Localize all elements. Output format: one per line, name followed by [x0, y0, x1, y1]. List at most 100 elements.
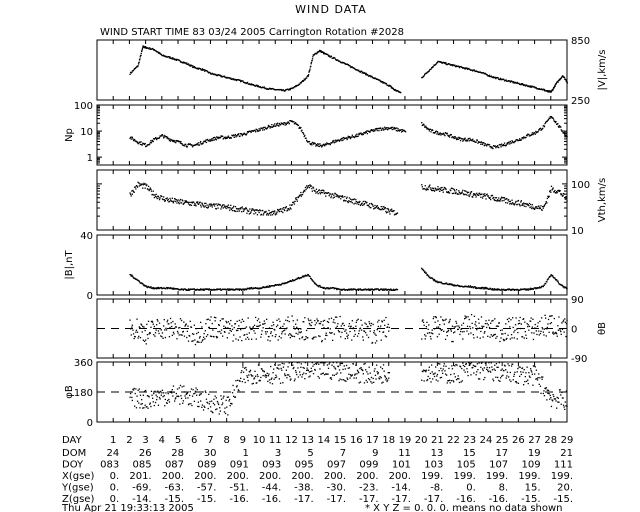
data-point [449, 318, 451, 321]
data-point [352, 327, 354, 330]
data-point [488, 367, 491, 369]
data-point [219, 410, 221, 412]
data-point [139, 58, 141, 60]
data-point [262, 287, 264, 289]
data-point [558, 316, 560, 318]
data-point [293, 366, 295, 369]
data-point [130, 392, 132, 395]
data-point [246, 131, 249, 133]
data-point [385, 212, 388, 214]
data-point [366, 201, 368, 204]
data-point [330, 196, 332, 199]
data-point [213, 336, 215, 338]
table-cell: 17 [495, 448, 508, 459]
data-point [526, 203, 528, 205]
data-point [453, 285, 455, 287]
data-point [309, 324, 311, 326]
data-point [154, 196, 157, 198]
data-point [214, 203, 216, 205]
data-point [519, 366, 521, 368]
data-point [478, 362, 480, 364]
data-point [479, 327, 481, 329]
data-point [238, 325, 240, 327]
data-point [559, 79, 561, 81]
data-point [199, 393, 201, 395]
data-point [530, 368, 532, 370]
data-point [438, 333, 440, 335]
data-point [284, 209, 286, 212]
data-point [258, 325, 260, 327]
data-point [386, 127, 388, 129]
data-point [312, 143, 315, 145]
data-point [370, 206, 372, 209]
data-point [495, 78, 497, 80]
data-point [354, 67, 356, 70]
data-point [347, 200, 349, 203]
data-point [553, 333, 555, 335]
data-point [488, 196, 490, 199]
data-point [237, 210, 239, 212]
data-point [518, 139, 520, 141]
data-point [370, 129, 372, 131]
data-point [169, 287, 171, 290]
data-point [178, 201, 180, 204]
data-point [267, 126, 269, 128]
data-point [305, 336, 307, 338]
data-point [539, 127, 542, 129]
data-point [257, 288, 260, 290]
data-point [493, 199, 495, 201]
data-point [253, 324, 256, 326]
data-point [432, 279, 434, 281]
data-point [387, 208, 389, 210]
data-point [151, 320, 153, 322]
data-point [346, 377, 348, 379]
data-point [481, 193, 483, 195]
data-point [551, 399, 553, 401]
data-point [529, 206, 531, 209]
data-point [451, 187, 453, 189]
data-point [360, 319, 362, 321]
data-point [197, 331, 199, 334]
data-point [147, 337, 149, 340]
data-point [186, 146, 188, 148]
data-point [241, 211, 243, 213]
data-point [196, 394, 198, 396]
data-point [371, 204, 374, 206]
data-point [224, 205, 226, 207]
data-point [267, 214, 270, 216]
data-point [360, 204, 362, 206]
data-point [220, 206, 223, 208]
data-point [348, 289, 351, 291]
data-point [549, 190, 551, 193]
data-point [516, 82, 518, 84]
data-point [494, 76, 496, 79]
data-point [507, 143, 509, 145]
data-point [495, 199, 497, 202]
data-point [175, 139, 177, 142]
data-point [152, 47, 154, 50]
data-point [423, 380, 425, 382]
data-point [340, 336, 342, 338]
data-point [300, 126, 302, 129]
data-point [510, 203, 513, 205]
data-point [252, 208, 254, 210]
data-point [274, 284, 276, 287]
data-point [220, 395, 222, 397]
data-point [242, 289, 245, 291]
data-point [318, 377, 320, 379]
data-point [529, 86, 531, 88]
data-point [229, 329, 231, 331]
data-point [505, 338, 507, 340]
data-point [324, 144, 326, 146]
data-point [224, 206, 227, 208]
data-point [152, 139, 154, 142]
data-point [199, 142, 201, 144]
data-point [138, 142, 140, 144]
data-point [538, 334, 540, 336]
data-point [266, 331, 268, 333]
data-point [227, 135, 230, 137]
data-point [435, 379, 437, 381]
data-point [347, 135, 349, 137]
data-point [421, 320, 423, 322]
data-point [133, 337, 135, 340]
